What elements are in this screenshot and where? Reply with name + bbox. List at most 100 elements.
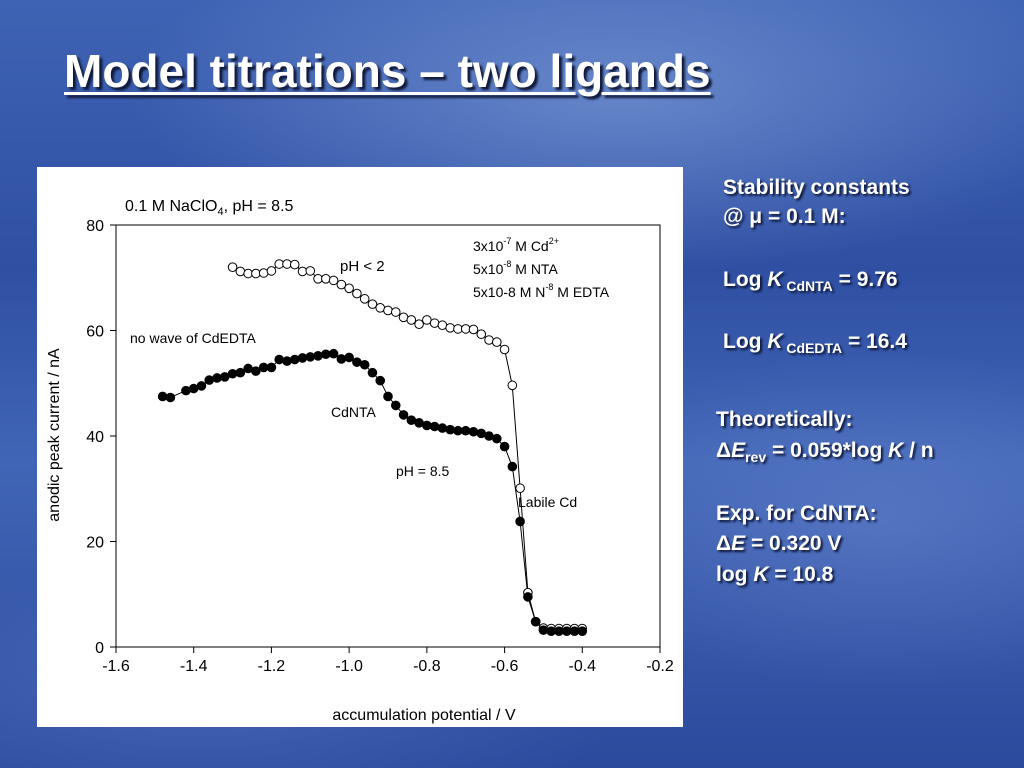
data-point-ph85: [289, 354, 300, 365]
data-point-phlow: [258, 268, 269, 278]
annotation-nta-concentration: 5x10-8 M NTA: [473, 259, 558, 277]
data-point-phlow: [266, 266, 277, 276]
data-point-phlow: [499, 344, 510, 355]
data-point-ph85: [328, 348, 339, 359]
x-tick-label: -0.2: [646, 658, 674, 675]
slide-title: Model titrations – two ligands: [64, 45, 711, 97]
annotation-labile-cd: Labile Cd: [518, 494, 577, 510]
data-point-ph85: [336, 354, 347, 364]
stability-heading: Stability constants: [723, 176, 910, 199]
data-point-phlow: [367, 299, 378, 309]
data-point-ph85: [507, 461, 518, 472]
x-tick-label: -1.4: [180, 658, 208, 675]
data-point-ph85: [227, 368, 238, 379]
data-point-ph85: [297, 353, 308, 363]
annotation-ph-low: pH < 2: [340, 258, 385, 275]
annotation-cd-concentration: 3x10-7 M Cd2+: [473, 236, 559, 254]
data-point-ph85: [523, 592, 533, 602]
data-point-phlow: [507, 380, 518, 391]
data-point-phlow: [344, 283, 354, 294]
data-point-ph85: [204, 375, 215, 385]
data-point-ph85: [429, 421, 440, 432]
data-point-ph85: [460, 425, 471, 436]
x-tick-label: -1.6: [102, 658, 130, 675]
exp-log-k: log K = 10.8: [716, 563, 834, 586]
axes: -1.6 -1.4 -1.2 -1.0 -0.8 -0.6 -0.4 -0.2 0 20 40 60 8…: [86, 218, 674, 675]
data-point-phlow: [406, 315, 417, 325]
logk-cdnta: Log K CdNTA = 9.76: [723, 268, 898, 295]
data-point-phlow: [429, 318, 440, 328]
data-point-ph85: [383, 391, 393, 402]
exp-cdnta-label: Exp. for CdNTA:: [716, 502, 877, 525]
data-point-phlow: [352, 288, 362, 299]
series-points: [157, 259, 588, 636]
data-point-phlow: [328, 275, 339, 286]
data-point-ph85: [359, 359, 370, 370]
data-point-ph85: [422, 420, 432, 431]
chart-panel: 0.1 M NaClO4, pH = 8.5 -1.6 -1.4 -1.2 -1.0-…: [37, 167, 683, 727]
data-point-ph85: [530, 616, 541, 627]
y-tick-label: 80: [86, 218, 104, 235]
data-point-ph85: [577, 626, 588, 636]
data-point-ph85: [274, 354, 284, 365]
data-point-phlow: [414, 319, 424, 329]
theoretically-label: Theoretically:: [716, 408, 853, 431]
chart-title: 0.1 M NaClO4, pH = 8.5: [125, 198, 294, 218]
y-tick-label: 60: [86, 324, 104, 341]
data-point-ph85: [398, 410, 409, 420]
data-point-ph85: [266, 362, 277, 373]
data-point-phlow: [383, 305, 393, 316]
data-point-phlow: [468, 324, 479, 335]
data-point-phlow: [476, 329, 487, 339]
titration-chart: 0.1 M NaClO4, pH = 8.5 -1.6 -1.4 -1.2 -1.0-…: [46, 198, 674, 724]
data-point-phlow: [336, 279, 347, 290]
data-point-ph85: [375, 375, 386, 386]
data-point-phlow: [492, 337, 502, 347]
data-point-ph85: [181, 385, 191, 396]
data-point-ph85: [515, 516, 525, 527]
data-point-ph85: [196, 381, 207, 391]
data-point-phlow: [235, 266, 246, 277]
x-tick-label: -0.4: [568, 658, 596, 675]
x-axis-label: accumulation potential / V: [332, 707, 516, 724]
exp-delta-e: ΔE = 0.320 V: [716, 532, 842, 555]
x-tick-label: -0.8: [413, 658, 441, 675]
y-axis-label: anodic peak current / nA: [46, 348, 63, 522]
data-point-phlow: [305, 266, 316, 276]
logk-cdedta: Log K CdEDTA = 16.4: [723, 330, 907, 357]
data-point-phlow: [515, 483, 525, 494]
data-point-phlow: [321, 274, 331, 284]
x-tick-label: -1.2: [258, 658, 286, 675]
annotation-ph-85: pH = 8.5: [396, 463, 450, 479]
data-point-ph85: [390, 400, 401, 411]
data-point-ph85: [157, 391, 168, 402]
data-point-ph85: [235, 367, 246, 378]
x-tick-label: -0.6: [491, 658, 519, 675]
series-lines: [162, 263, 583, 632]
data-point-ph85: [251, 366, 261, 376]
y-tick-label: 0: [95, 640, 104, 657]
y-tick-label: 40: [86, 429, 104, 446]
data-point-ph85: [499, 441, 510, 452]
data-point-ph85: [212, 373, 222, 383]
x-tick-label: -1.0: [335, 658, 363, 675]
y-tick-label: 20: [86, 535, 104, 552]
data-point-ph85: [538, 625, 549, 635]
data-point-ph85: [165, 392, 176, 403]
annotation-no-wave: no wave of CdEDTA: [130, 330, 256, 346]
annotation-cdnta: CdNTA: [331, 404, 377, 420]
data-point-ph85: [468, 426, 479, 437]
data-point-phlow: [227, 262, 238, 272]
data-point-ph85: [282, 356, 292, 366]
data-point-ph85: [313, 351, 323, 361]
data-point-phlow: [445, 323, 455, 333]
data-point-phlow: [390, 307, 401, 317]
data-point-ph85: [344, 352, 354, 363]
data-point-phlow: [484, 335, 494, 345]
data-point-ph85: [437, 423, 448, 433]
data-point-ph85: [367, 367, 378, 378]
data-point-phlow: [359, 294, 370, 304]
data-point-phlow: [289, 259, 300, 270]
annotation-edta-concentration: 5x10-8 M N-8 M EDTA: [473, 282, 610, 300]
data-point-ph85: [492, 433, 502, 444]
